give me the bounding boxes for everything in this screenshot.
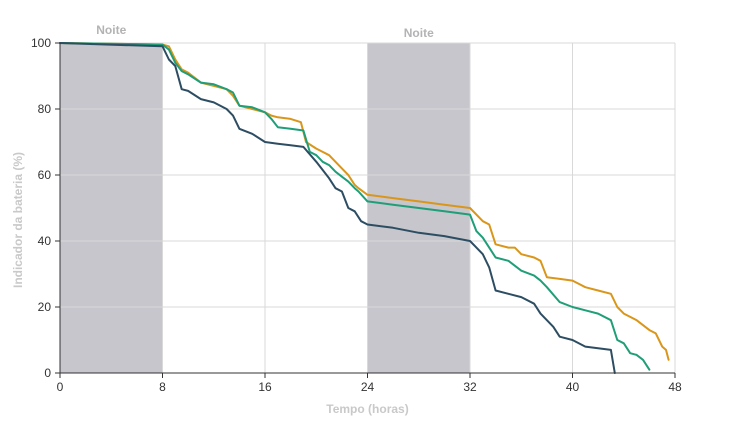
tick-labels: 0 8 16 24 32 40 48 0 20 40 60 80 100 <box>31 36 682 394</box>
night-band-1 <box>60 43 163 373</box>
series-lines <box>59 42 670 374</box>
x-tick-label-24: 24 <box>361 380 375 394</box>
y-tick-label-100: 100 <box>31 36 51 50</box>
y-tick-label-20: 20 <box>38 300 52 314</box>
y-axis-title: Indicador da bateria (%) <box>11 152 25 288</box>
x-tick-label-16: 16 <box>258 380 272 394</box>
night-band-label-1: Noite <box>96 23 126 37</box>
x-tick-label-40: 40 <box>566 380 580 394</box>
series-line-3 <box>59 42 616 374</box>
y-tick-label-0: 0 <box>44 366 51 380</box>
x-tick-label-8: 8 <box>159 380 166 394</box>
y-tick-label-80: 80 <box>38 102 52 116</box>
x-tick-label-32: 32 <box>463 380 477 394</box>
axes <box>55 42 676 378</box>
x-axis-title: Tempo (horas) <box>326 402 408 416</box>
series-line-1 <box>59 42 670 361</box>
x-tick-label-0: 0 <box>57 380 64 394</box>
y-tick-label-60: 60 <box>38 168 52 182</box>
night-band-label-2: Noite <box>404 26 434 40</box>
series-line-2 <box>59 42 651 371</box>
y-tick-label-40: 40 <box>38 234 52 248</box>
x-tick-label-48: 48 <box>668 380 682 394</box>
